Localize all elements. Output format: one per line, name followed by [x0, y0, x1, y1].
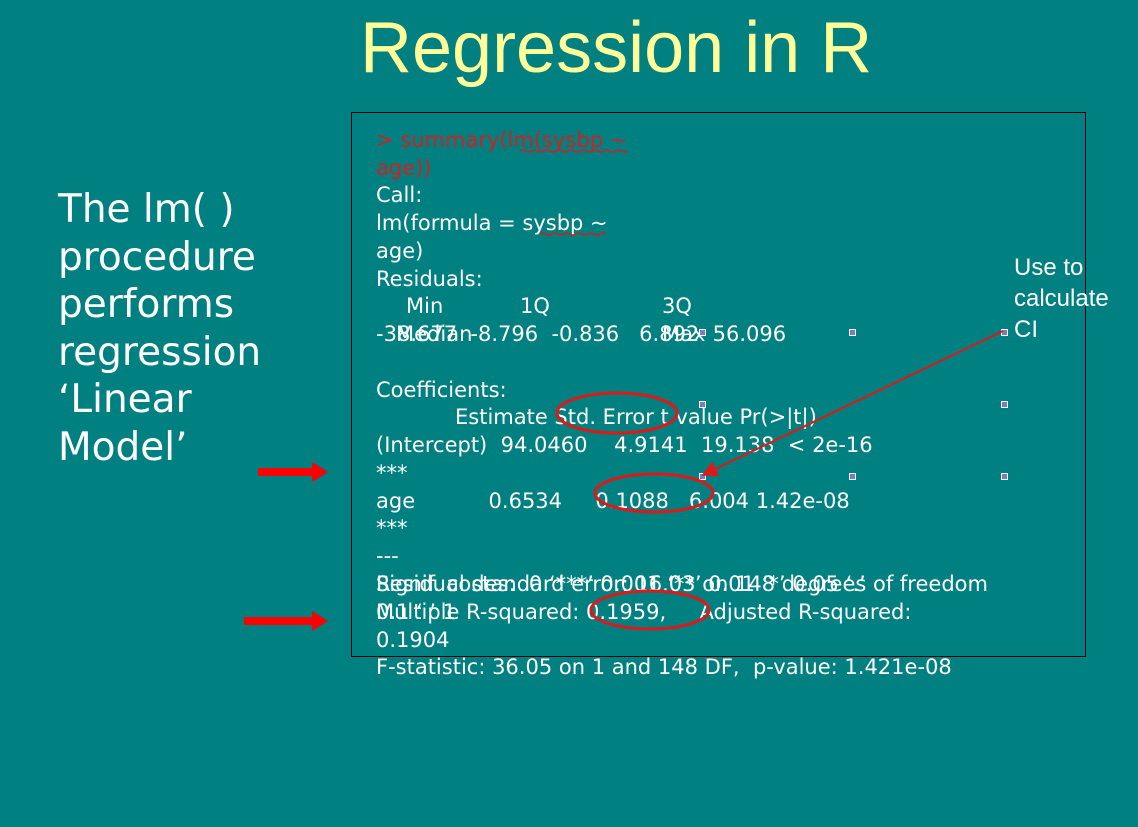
- separator-dashes: ---: [376, 544, 399, 568]
- command-line: age)): [376, 156, 432, 180]
- adjusted-r-squared-value: 0.1904: [376, 628, 450, 652]
- f-statistic: F-statistic: 36.05 on 1 and 148 DF, p-va…: [376, 655, 952, 679]
- side-note: Use to calculate CI: [1014, 252, 1109, 345]
- residual-standard-error: Residual standard error: 16.03 on 148 de…: [376, 572, 988, 596]
- coefficients-label: Coefficients:: [376, 378, 507, 402]
- multiple-r-squared: Multiple R-squared: 0.1959, Adjusted R-s…: [376, 600, 912, 624]
- block-arrow-coefficients: [258, 462, 328, 482]
- resid-header-3q: 3Q: [662, 294, 692, 318]
- slide-title: Regression in R: [360, 8, 873, 88]
- left-text-line: The lm( ): [58, 187, 235, 232]
- call-line: age): [376, 239, 424, 263]
- left-text-line: regression: [58, 329, 262, 375]
- left-description: The lm( ) procedure performs regression …: [58, 186, 261, 471]
- coef-stars: ***: [376, 461, 408, 485]
- selection-handle[interactable]: [699, 329, 706, 336]
- resid-header-1q: 1Q: [520, 294, 550, 318]
- selection-handle[interactable]: [1001, 329, 1008, 336]
- coef-row-intercept: (Intercept) 94.0460 4.9141 19.138 < 2e-1…: [376, 433, 873, 457]
- left-text-line: ‘Linear: [58, 377, 192, 422]
- block-arrow-r-squared: [244, 611, 328, 631]
- selection-handle[interactable]: [849, 329, 856, 336]
- call-label: Call:: [376, 183, 423, 207]
- r-output-box[interactable]: [351, 112, 1086, 657]
- left-text-line: procedure: [58, 234, 256, 280]
- coef-stars: ***: [376, 516, 408, 540]
- left-text-line: Model’: [58, 424, 188, 470]
- call-line: lm(formula = sysbp ~: [376, 211, 608, 235]
- selection-handle[interactable]: [1001, 401, 1008, 408]
- signif-codes: Signif. codes: 0 ‘***’ 0.001 ‘**’ 0.01 ‘…: [376, 572, 866, 596]
- coef-header: Estimate Std. Error t value Pr(>|t|): [455, 405, 817, 429]
- signif-codes-cont: 0.1 ‘ ’ 1: [376, 600, 457, 624]
- resid-values: -38.677 -8.796 -0.836 6.892 56.096: [376, 322, 787, 346]
- selection-handle[interactable]: [699, 401, 706, 408]
- selection-handle[interactable]: [849, 473, 856, 480]
- left-text-line: performs: [58, 282, 235, 327]
- side-note-line: Use to: [1014, 254, 1084, 281]
- resid-header-max: Max: [662, 322, 706, 346]
- selection-handle[interactable]: [699, 473, 706, 480]
- side-note-line: calculate: [1014, 285, 1109, 312]
- residuals-label: Residuals:: [376, 267, 483, 291]
- command-line: > summary(lm(sysbp ~: [376, 128, 628, 152]
- side-note-line: CI: [1014, 316, 1038, 343]
- resid-header-median: Median: [396, 322, 473, 346]
- coef-row-age: age 0.6534 0.1088 6.004 1.42e-08: [376, 489, 850, 513]
- selection-handle[interactable]: [1001, 473, 1008, 480]
- resid-header-min: Min: [406, 294, 444, 318]
